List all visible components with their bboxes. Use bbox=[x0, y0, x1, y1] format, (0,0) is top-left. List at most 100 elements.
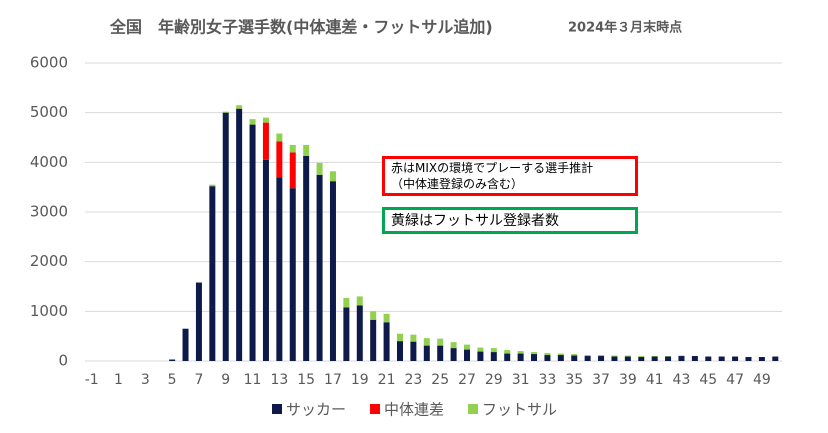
bar-segment bbox=[557, 353, 564, 356]
bar-segment bbox=[624, 355, 631, 357]
bar-segment bbox=[544, 355, 551, 361]
x-tick-label: 17 bbox=[324, 372, 342, 388]
bar-segment bbox=[705, 356, 712, 361]
bar-segment bbox=[584, 356, 591, 361]
bar-segment bbox=[289, 144, 296, 153]
chart-title: 全国 年齢別女子選手数(中体連差・フットサル追加) bbox=[109, 18, 493, 37]
bar-segment bbox=[209, 184, 216, 187]
legend-label: 中体連差 bbox=[384, 401, 444, 419]
x-tick-label: -1 bbox=[85, 372, 99, 388]
bar-segment bbox=[182, 328, 189, 361]
y-tick-label: 6000 bbox=[30, 54, 68, 72]
y-tick-label: 2000 bbox=[30, 252, 68, 270]
legend-swatch bbox=[370, 404, 381, 414]
bar-segment bbox=[383, 313, 390, 323]
bar-segment bbox=[316, 162, 323, 175]
bar-segment bbox=[450, 342, 457, 349]
bar-segment bbox=[504, 350, 511, 354]
bar-segment bbox=[531, 354, 538, 361]
x-tick-label: 27 bbox=[458, 372, 476, 388]
annotation-box: 黄緑はフットサル登録者数 bbox=[382, 207, 638, 234]
bar-segment bbox=[209, 186, 216, 361]
bar-segment bbox=[276, 177, 283, 361]
x-tick-label: 29 bbox=[485, 372, 503, 388]
bar-segment bbox=[517, 351, 524, 354]
bar-segment bbox=[343, 307, 350, 361]
bar-segment bbox=[638, 356, 645, 358]
y-tick-label: 0 bbox=[58, 352, 68, 370]
bar-segment bbox=[437, 345, 444, 361]
bar-segment bbox=[329, 171, 336, 182]
bar-segment bbox=[370, 311, 377, 320]
x-tick-label: 9 bbox=[221, 372, 230, 388]
bar-segment bbox=[236, 108, 243, 362]
bar-segment bbox=[396, 341, 403, 361]
legend-label: サッカー bbox=[286, 401, 346, 419]
bar-segment bbox=[732, 356, 739, 361]
bar-segment bbox=[410, 341, 417, 361]
x-tick-label: 49 bbox=[753, 372, 771, 388]
bar-segment bbox=[343, 297, 350, 308]
bar-segment bbox=[504, 353, 511, 361]
bar-segment bbox=[598, 355, 605, 357]
x-tick-label: 23 bbox=[404, 372, 422, 388]
y-tick-label: 5000 bbox=[30, 103, 68, 121]
bar-segment bbox=[490, 348, 497, 353]
x-tick-label: 35 bbox=[565, 372, 583, 388]
x-tick-label: 1 bbox=[114, 372, 123, 388]
x-tick-label: 13 bbox=[270, 372, 288, 388]
x-tick-label: 3 bbox=[141, 372, 150, 388]
x-tick-label: 7 bbox=[194, 372, 203, 388]
x-tick-label: 41 bbox=[646, 372, 664, 388]
bar-segment bbox=[557, 355, 564, 361]
bar-segment bbox=[718, 356, 725, 361]
x-tick-label: 47 bbox=[726, 372, 744, 388]
x-tick-label: 39 bbox=[619, 372, 637, 388]
bar-segment bbox=[222, 111, 229, 113]
bar-segment bbox=[303, 144, 310, 156]
bar-segment bbox=[169, 359, 176, 361]
bar-segment bbox=[262, 117, 269, 123]
bar-segment bbox=[437, 338, 444, 346]
x-tick-label: 5 bbox=[168, 372, 177, 388]
y-tick-label: 3000 bbox=[30, 203, 68, 221]
bar-segment bbox=[678, 356, 685, 361]
legend-swatch bbox=[468, 404, 479, 414]
bar-segment bbox=[464, 349, 471, 361]
bar-segment bbox=[584, 355, 591, 357]
annotation-line: （中体連登録のみ含む） bbox=[391, 176, 524, 191]
x-tick-label: 37 bbox=[592, 372, 610, 388]
bar-segment bbox=[571, 355, 578, 361]
chart-subtitle: 2024年３月末時点 bbox=[568, 20, 682, 36]
bar-segment bbox=[611, 356, 618, 361]
x-tick-label: 43 bbox=[673, 372, 691, 388]
bar-segment bbox=[289, 188, 296, 361]
bar-segment bbox=[477, 347, 484, 352]
bar-segment bbox=[691, 356, 698, 361]
bar-segment bbox=[490, 352, 497, 361]
annotation-line: 赤はMIXの環境でプレーする選手推計 bbox=[391, 161, 594, 175]
bar-segment bbox=[598, 356, 605, 361]
bar-segment bbox=[262, 122, 269, 160]
bar-segment bbox=[611, 355, 618, 357]
bar-segment bbox=[624, 356, 631, 361]
legend-label: フットサル bbox=[482, 401, 557, 419]
bar-segment bbox=[383, 322, 390, 361]
bar-segment bbox=[544, 353, 551, 356]
bar-segment bbox=[356, 305, 363, 361]
bar-segment bbox=[303, 155, 310, 361]
x-tick-label: 45 bbox=[699, 372, 717, 388]
bar-segment bbox=[464, 344, 471, 350]
y-tick-label: 1000 bbox=[30, 302, 68, 320]
bar-segment bbox=[571, 354, 578, 356]
bar-segment bbox=[249, 124, 256, 361]
bar-segment bbox=[329, 181, 336, 361]
bar-segment bbox=[316, 174, 323, 361]
bar-segment bbox=[423, 338, 430, 346]
bar-segment bbox=[195, 282, 202, 361]
bar-segment bbox=[370, 319, 377, 361]
bar-segment bbox=[517, 353, 524, 361]
x-tick-label: 21 bbox=[378, 372, 396, 388]
